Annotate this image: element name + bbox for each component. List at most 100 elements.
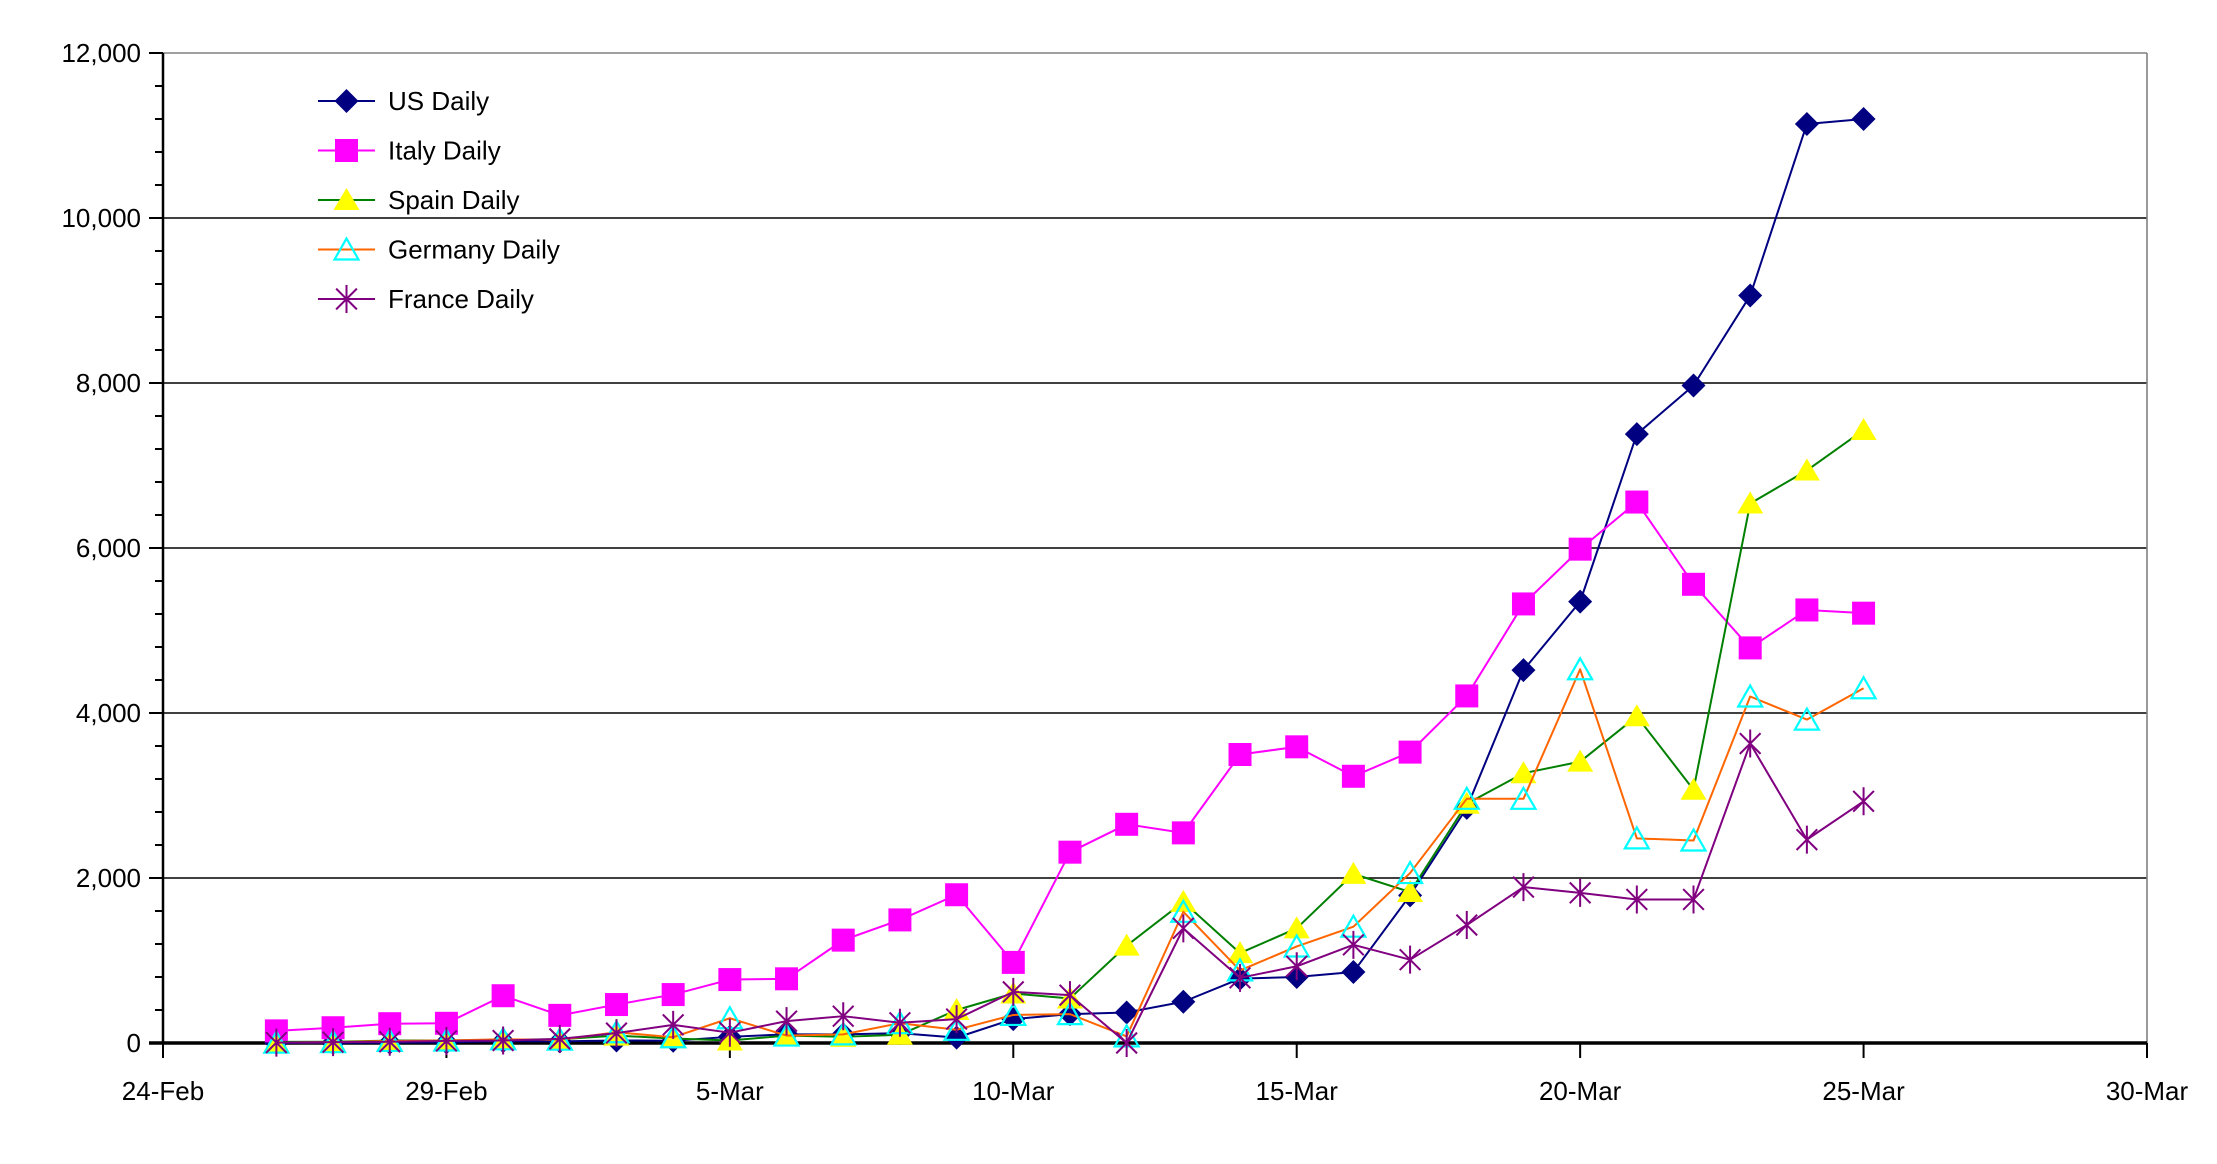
x-axis-label: 10-Mar — [972, 1076, 1055, 1106]
marker-italy-daily — [604, 993, 628, 1017]
x-axis-label: 29-Feb — [405, 1076, 487, 1106]
x-axis-label: 20-Mar — [1539, 1076, 1622, 1106]
marker-germany-daily — [1849, 675, 1878, 700]
line-spain-daily — [276, 429, 1865, 1043]
x-axis-label: 25-Mar — [1822, 1076, 1905, 1106]
marker-france-daily — [492, 1026, 515, 1055]
legend-marker-italy-daily — [335, 139, 358, 162]
marker-spain-daily — [1340, 861, 1367, 884]
marker-italy-daily — [831, 928, 855, 952]
marker-us-daily — [1568, 589, 1593, 614]
marker-france-daily — [1455, 911, 1478, 940]
marker-italy-daily — [1455, 684, 1479, 708]
marker-spain-daily — [1113, 933, 1140, 956]
legend-item-us-daily: US Daily — [318, 86, 489, 116]
marker-italy-daily — [1001, 950, 1025, 974]
marker-italy-daily — [548, 1003, 572, 1027]
x-axis-label: 24-Feb — [122, 1076, 204, 1106]
y-axis-label: 8,000 — [76, 368, 141, 398]
marker-us-daily — [1624, 422, 1649, 447]
legend-item-spain-daily: Spain Daily — [318, 185, 520, 215]
marker-germany-daily — [1452, 785, 1481, 810]
marker-italy-daily — [775, 967, 799, 991]
marker-germany-daily — [1622, 825, 1651, 850]
legend-item-germany-daily: Germany Daily — [318, 235, 560, 265]
marker-italy-daily — [1228, 742, 1252, 766]
marker-spain-daily — [1567, 749, 1594, 772]
marker-spain-daily — [1737, 491, 1764, 514]
marker-germany-daily — [1792, 706, 1821, 731]
legend-marker-us-daily — [334, 89, 359, 113]
marker-france-daily — [1228, 963, 1252, 992]
marker-spain-daily — [1850, 418, 1877, 441]
marker-france-daily — [718, 1018, 741, 1047]
marker-italy-daily — [888, 908, 912, 932]
marker-spain-daily — [830, 1024, 857, 1047]
legend-marker-spain-daily — [333, 188, 360, 210]
marker-france-daily — [775, 1007, 798, 1036]
marker-us-daily — [1171, 989, 1196, 1014]
marker-france-daily — [1115, 1029, 1138, 1057]
marker-france-daily — [321, 1028, 345, 1057]
y-axis-label: 12,000 — [61, 38, 141, 68]
marker-france-daily — [1512, 873, 1535, 902]
marker-italy-daily — [378, 1012, 402, 1036]
marker-germany-daily — [1566, 656, 1595, 681]
marker-italy-daily — [1852, 601, 1876, 625]
x-axis-label: 15-Mar — [1256, 1076, 1339, 1106]
marker-italy-daily — [945, 883, 969, 907]
series-italy-daily — [264, 490, 1876, 1043]
marker-france-daily — [1058, 981, 1082, 1010]
marker-us-daily — [1851, 107, 1876, 131]
marker-germany-daily — [1509, 785, 1538, 810]
marker-spain-daily — [1623, 704, 1650, 727]
legend-item-france-daily: France Daily — [318, 284, 534, 314]
legend-label-france-daily: France Daily — [388, 284, 534, 314]
marker-france-daily — [1795, 825, 1818, 854]
marker-france-daily — [1739, 729, 1762, 758]
marker-spain-daily — [1227, 941, 1254, 964]
marker-germany-daily — [1396, 859, 1424, 885]
marker-france-daily — [832, 1002, 855, 1031]
y-axis-label: 6,000 — [76, 533, 141, 563]
marker-us-daily — [1794, 111, 1819, 136]
marker-france-daily — [1682, 885, 1705, 914]
marker-italy-daily — [1058, 840, 1082, 864]
marker-germany-daily — [999, 1001, 1028, 1027]
marker-france-daily — [378, 1027, 401, 1056]
marker-italy-daily — [1398, 740, 1422, 764]
marker-italy-daily — [1738, 636, 1762, 660]
marker-italy-daily — [718, 968, 742, 992]
marker-us-daily — [1341, 960, 1366, 985]
marker-france-daily — [1399, 945, 1422, 974]
marker-italy-daily — [1682, 572, 1706, 596]
marker-germany-daily — [829, 1021, 858, 1046]
legend-label-us-daily: US Daily — [388, 86, 489, 116]
series-france-daily — [265, 729, 1875, 1057]
marker-italy-daily — [1625, 490, 1649, 514]
marker-italy-daily — [1341, 764, 1365, 788]
y-axis-label: 4,000 — [76, 698, 141, 728]
marker-germany-daily — [942, 1016, 971, 1041]
marker-france-daily — [1002, 977, 1025, 1006]
marker-us-daily — [1681, 373, 1706, 398]
marker-italy-daily — [661, 983, 685, 1007]
marker-france-daily — [605, 1019, 628, 1048]
x-axis-label: 30-Mar — [2106, 1076, 2189, 1106]
y-axis-label: 10,000 — [61, 203, 141, 233]
marker-italy-daily — [1568, 537, 1592, 561]
marker-italy-daily — [1285, 735, 1309, 759]
legend-item-italy-daily: Italy Daily — [318, 136, 501, 166]
marker-spain-daily — [1680, 777, 1707, 800]
marker-italy-daily — [321, 1016, 345, 1040]
legend-marker-france-daily — [335, 285, 358, 313]
marker-italy-daily — [491, 984, 515, 1008]
legend-label-italy-daily: Italy Daily — [388, 136, 501, 166]
marker-france-daily — [888, 1008, 911, 1037]
marker-france-daily — [435, 1026, 458, 1055]
marker-france-daily — [265, 1028, 288, 1057]
marker-france-daily — [1625, 885, 1648, 914]
marker-spain-daily — [1283, 916, 1310, 939]
